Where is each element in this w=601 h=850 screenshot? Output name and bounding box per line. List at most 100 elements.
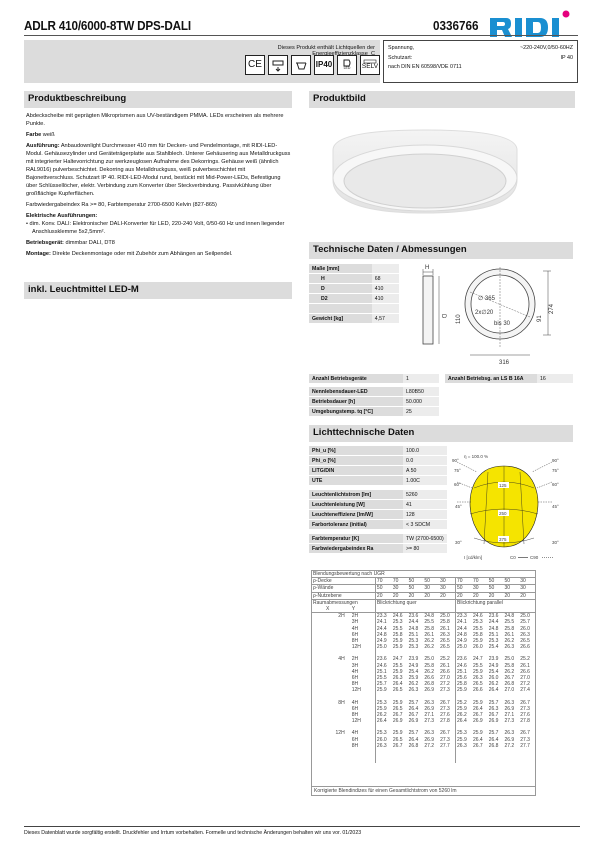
dim-empty-label (309, 304, 372, 313)
design-value: Anbaudownlight Durchmesser 410 mm für De… (26, 143, 291, 197)
ugr-value: 25.9 (408, 675, 419, 682)
gear-label: Betriebsgerät: (26, 240, 64, 246)
rho-ceiling-value: 30 (519, 577, 535, 586)
lifetime-value: L80B50 (403, 387, 439, 396)
ugr-value: 25.2 (440, 656, 450, 663)
ugr-value: 26.9 (424, 705, 435, 712)
ugr-value: 24.6 (392, 613, 403, 620)
ugr-value: 25.3 (488, 638, 499, 645)
certification-icons: CE IP40 LED SELV (245, 55, 380, 75)
ugr-value: 25.2 (520, 656, 530, 663)
drawing-274: 274 (549, 303, 555, 314)
operating-hours-value: 50.000 (403, 397, 439, 406)
ugr-value: 23.3 (374, 612, 392, 620)
weight-value: 4,57 (371, 314, 399, 323)
product-photo (332, 129, 518, 214)
ugr-value: 25.9 (392, 638, 403, 645)
rho-wall-value: 30 (439, 584, 456, 593)
litg-value: A 50 (403, 466, 447, 475)
ugr-value: 26.3 (488, 705, 499, 712)
ugr-data-row: 8H 25.7 26.4 26.2 26.8 27.2 25.8 26.5 26.2 26.8 27… (312, 681, 535, 688)
ugr-value: 25.7 (374, 681, 392, 688)
ugr-value: 25.8 (440, 619, 450, 626)
ugr-value: 26.3 (504, 644, 515, 651)
ugr-value: 27.3 (520, 705, 530, 712)
ugr-data-row: 8H 4H 25.3 25.9 25.7 26.3 26.7 25.2 25.9 25.7 26.3… (312, 699, 535, 706)
polar-angle-30-right: 30° (552, 540, 559, 545)
ugr-value: 27.3 (504, 718, 515, 725)
ugr-value: 25.8 (455, 681, 472, 688)
ugr-data-row: 3H 24.1 25.3 24.4 25.5 25.8 24.1 25.3 24.4 25.5 25… (312, 619, 535, 626)
polar-angle-45-right: 45° (552, 504, 559, 509)
ugr-value: 25.6 (455, 675, 472, 682)
ugr-value: 26.9 (472, 718, 483, 725)
selv-label: SELV (361, 63, 379, 71)
ugr-value: 25.1 (408, 631, 419, 638)
dim-d2-value: 410 (371, 294, 399, 303)
ugr-value: 24.6 (374, 662, 392, 669)
ugr-value: 24.8 (504, 613, 515, 620)
polar-ring-250: 250 (499, 511, 507, 516)
room-x: 12H (335, 730, 345, 737)
footer-rule (24, 826, 580, 827)
ugr-value: 26.9 (424, 736, 435, 743)
ugr-value: 26.4 (488, 736, 499, 743)
ugr-value: 26.2 (374, 712, 392, 719)
ugr-value: 26.7 (520, 699, 530, 706)
ugr-value: 25.5 (392, 662, 403, 669)
direction-cross: Blickrichtung quer (374, 599, 456, 607)
ugr-value: 26.3 (424, 730, 435, 737)
ce-mark-icon: CE (245, 55, 265, 75)
power-value: 41 (403, 500, 447, 509)
ugr-value: 25.9 (392, 730, 403, 737)
ugr-value: 27.0 (520, 675, 530, 682)
ugr-data-row: 2H 2H 23.3 24.6 23.6 24.8 25.0 23.3 24.6 23.6 24.8… (312, 612, 535, 620)
ugr-value: 25.9 (392, 699, 403, 706)
polar-eta: η = 100.0 % (464, 454, 488, 459)
rho-wall-label: ρ-Wände (312, 584, 376, 593)
polar-angle-90-right: 90° (552, 458, 559, 463)
rho-ceiling-value: 30 (439, 577, 456, 586)
ugr-value: 25.0 (374, 644, 392, 651)
flux-label: Leuchtenlichtstrom [lm] (309, 490, 403, 499)
ugr-data-row: 4H 2H 23.6 24.7 23.9 25.0 25.2 23.6 24.7 23.9 25.0… (312, 656, 535, 663)
mounting-label: Montage: (26, 251, 51, 257)
rho-wall-value: 50 (407, 584, 424, 593)
rho-ceiling-label: ρ-Decke (312, 577, 376, 586)
operating-table: Anzahl Betriebsgeräte 1 Anzahl Betriebsg. … (309, 373, 573, 384)
drawing-110: 110 (456, 314, 462, 324)
rho-wall-value: 30 (471, 584, 488, 593)
ugr-value: 25.0 (455, 644, 472, 651)
ugr-value: 23.6 (455, 656, 472, 663)
ugr-value: 26.5 (520, 638, 530, 645)
ugr-value: 25.5 (472, 625, 483, 632)
energy-class-note: Dieses Produkt enthält Lichtquellen der … (260, 45, 375, 57)
ugr-value: 24.1 (455, 619, 472, 626)
ugr-value: 25.0 (504, 656, 515, 663)
drawing-91: 91 (537, 315, 543, 322)
lighting-table-1: Phi_u [%] 100.0 Phi_o [%] 0.0 LITG/DIN A 50… (309, 445, 447, 486)
ugr-value: 26.9 (424, 687, 435, 694)
ugr-value: 26.5 (392, 705, 403, 712)
ugr-value: 26.3 (504, 699, 515, 706)
ugr-value: 26.6 (520, 644, 530, 651)
color-value: weiß (42, 132, 55, 138)
section-header-included: inkl. Leuchtmittel LED-M (24, 282, 292, 299)
ugr-value: 27.2 (440, 681, 450, 688)
design-label: Ausführung: (26, 143, 60, 149)
ugr-data-row: 3H 24.6 25.5 24.9 25.8 26.1 24.6 25.5 24.9 25.8 26… (312, 662, 535, 669)
ugr-value: 25.2 (455, 699, 472, 706)
ugr-value: 26.4 (408, 705, 419, 712)
ugr-value: 26.3 (408, 687, 419, 694)
ceiling-mount-icon (291, 55, 311, 75)
article-number: 0336766 (433, 18, 479, 33)
cri-value: >= 80 (403, 544, 447, 553)
rho-floor-value: 20 (503, 592, 520, 600)
ugr-value: 25.5 (472, 662, 483, 669)
ugr-value: 26.7 (392, 712, 403, 719)
drawing-d-label: D (440, 314, 446, 319)
direction-parallel: Blickrichtung parallel (455, 599, 535, 607)
polar-c0: C0 (510, 555, 516, 560)
ugr-value: 25.3 (408, 638, 419, 645)
